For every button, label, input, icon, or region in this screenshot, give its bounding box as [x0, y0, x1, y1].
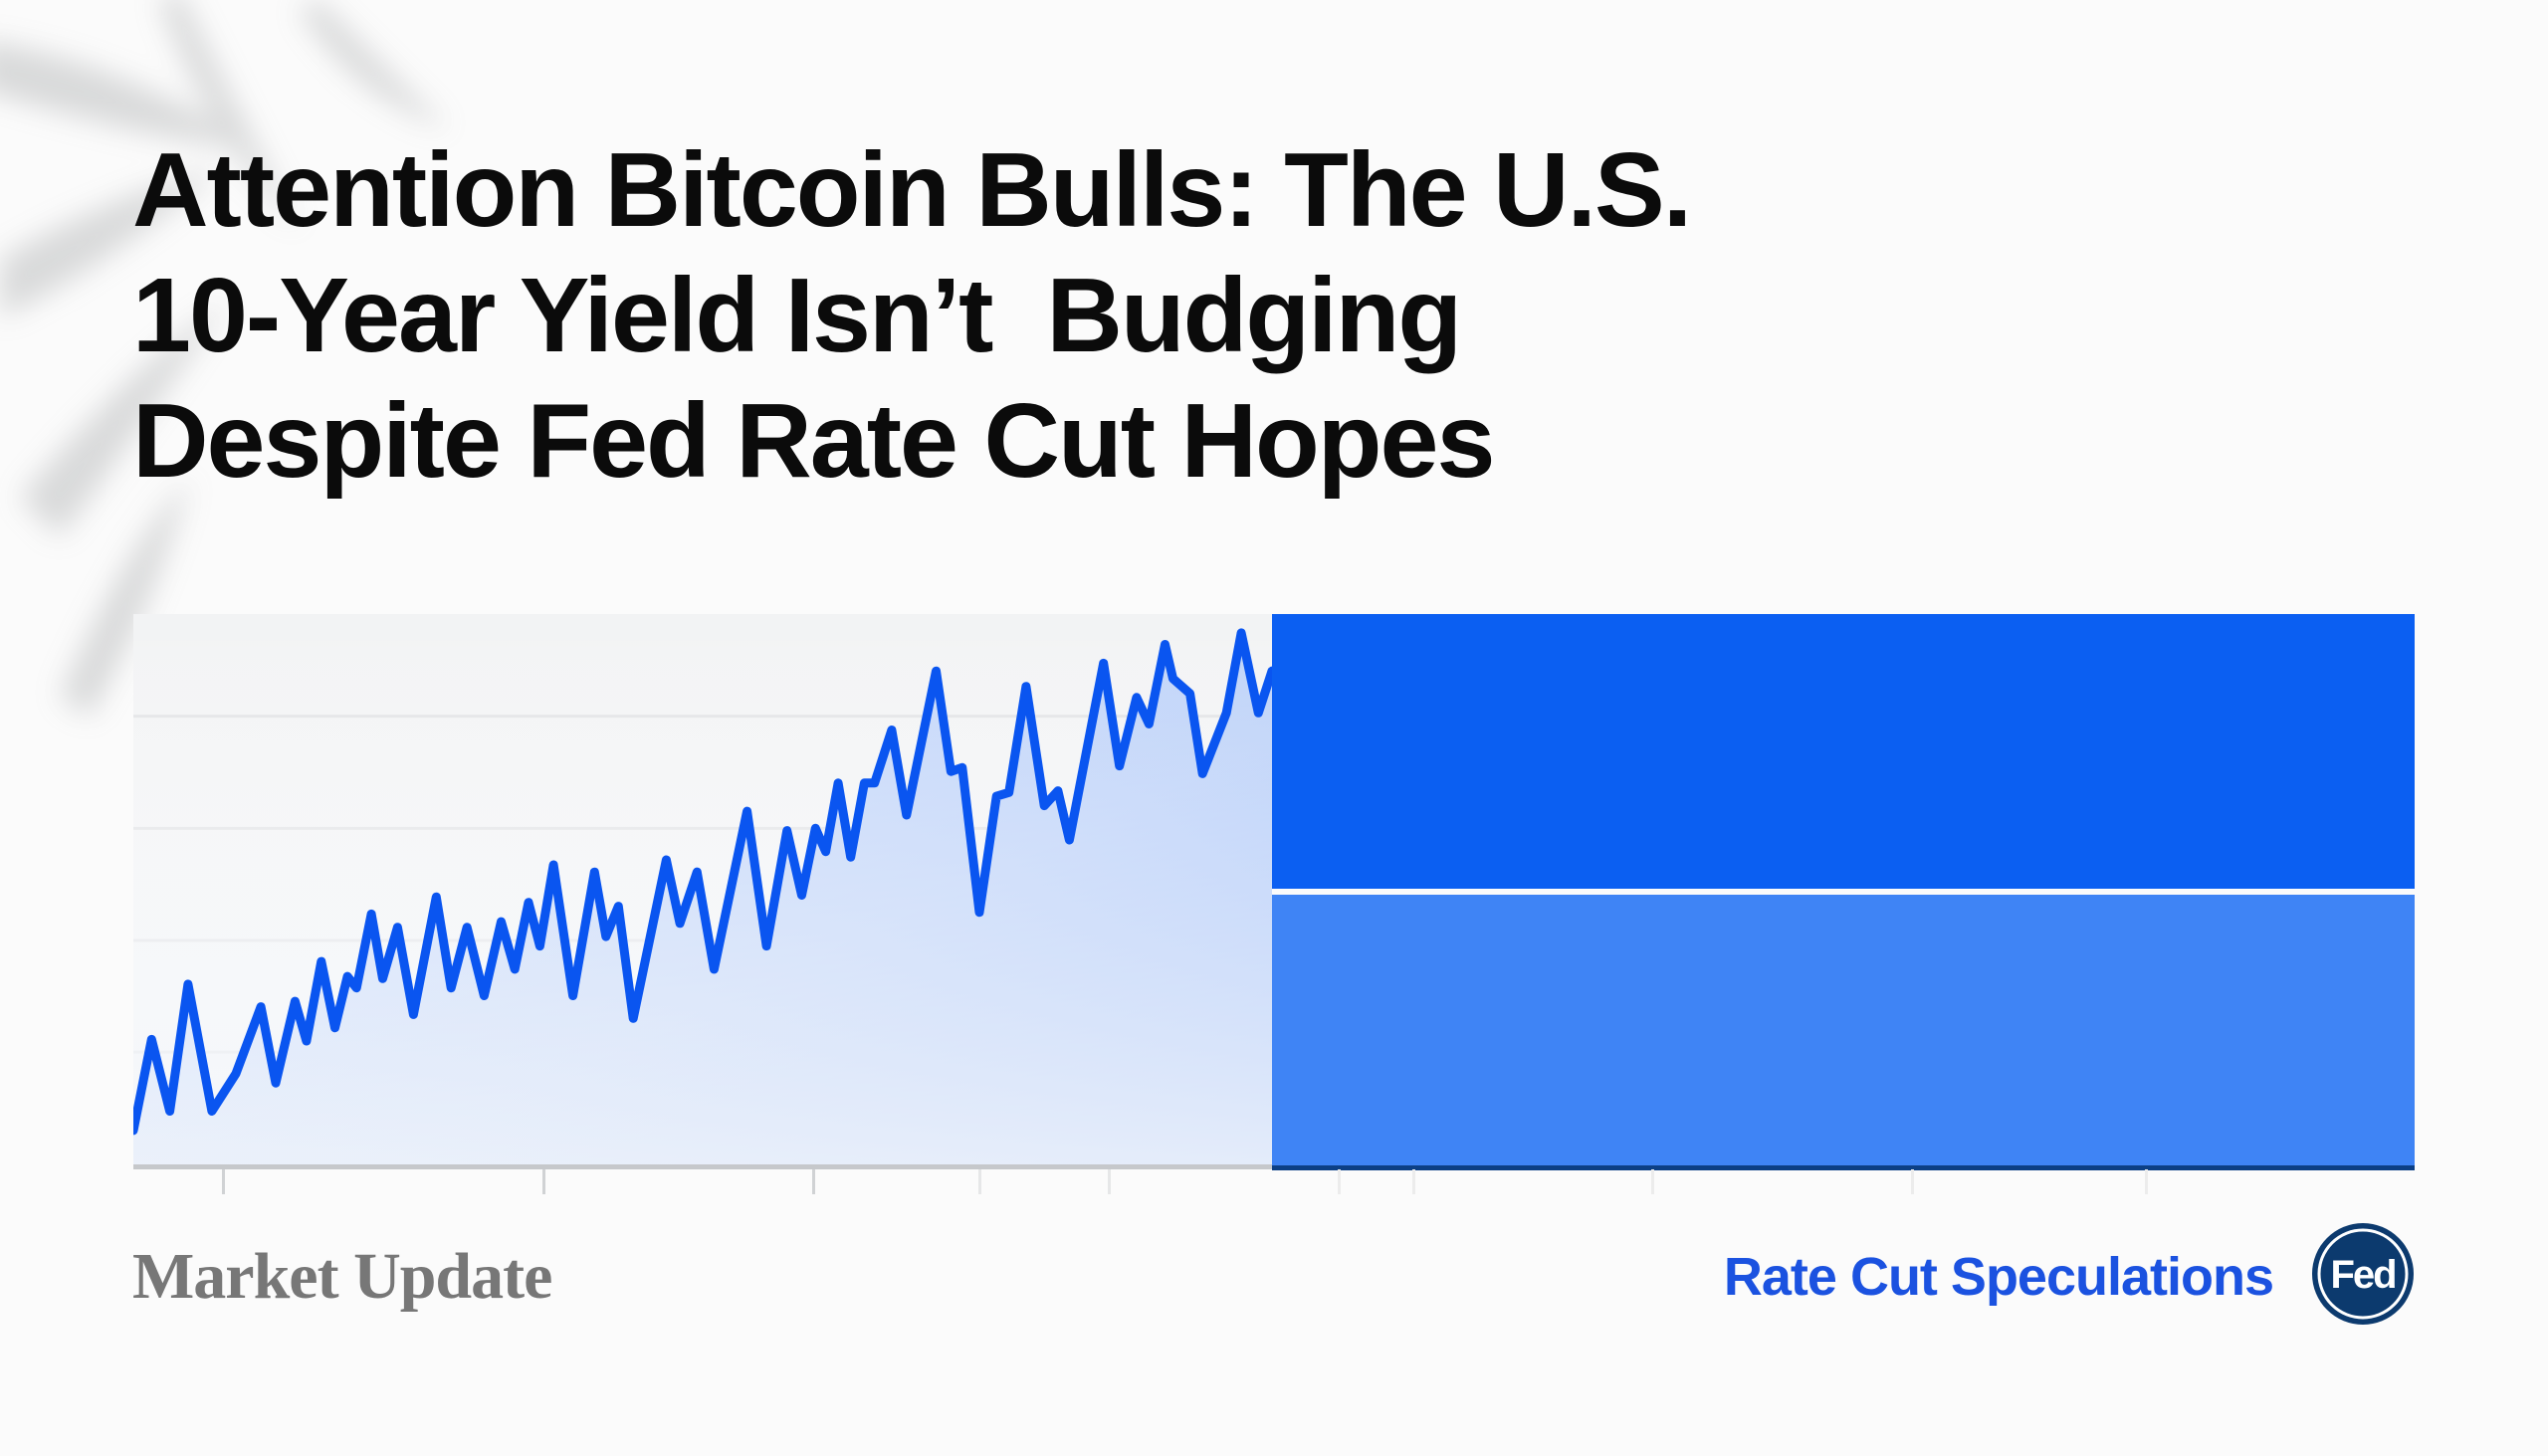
rate-cut-speculations-label: Rate Cut Speculations — [1723, 1247, 2274, 1307]
x-tick — [1108, 1169, 1111, 1194]
x-axis — [133, 1164, 1272, 1169]
blue-panel-bottom — [1272, 895, 2415, 1170]
fed-logo-text: Fed — [2330, 1253, 2395, 1297]
x-tick — [1911, 1169, 1914, 1194]
yield-chart — [133, 614, 1272, 1166]
headline-line-3: Despite Fed Rate Cut Hopes — [132, 382, 1495, 500]
headline-line-2: 10-Year Yield Isn’t Budging — [132, 257, 1462, 374]
x-tick — [1338, 1169, 1341, 1194]
leaf-shadow-decoration — [0, 0, 448, 717]
headline-line-1: Attention Bitcoin Bulls: The U.S. — [132, 131, 1692, 249]
x-tick — [1651, 1169, 1654, 1194]
headline: Attention Bitcoin Bulls: The U.S. 10-Yea… — [132, 127, 1692, 504]
market-update-label: Market Update — [132, 1240, 552, 1313]
fed-logo-icon: Fed — [2312, 1223, 2414, 1325]
x-tick — [978, 1169, 981, 1194]
x-tick — [2145, 1169, 2148, 1194]
x-tick — [1412, 1169, 1415, 1194]
x-tick — [222, 1169, 225, 1194]
chart-svg — [133, 614, 1272, 1166]
blue-panel-top — [1272, 614, 2415, 889]
x-tick — [812, 1169, 815, 1194]
yield-line — [133, 628, 1272, 1136]
x-tick — [542, 1169, 545, 1194]
